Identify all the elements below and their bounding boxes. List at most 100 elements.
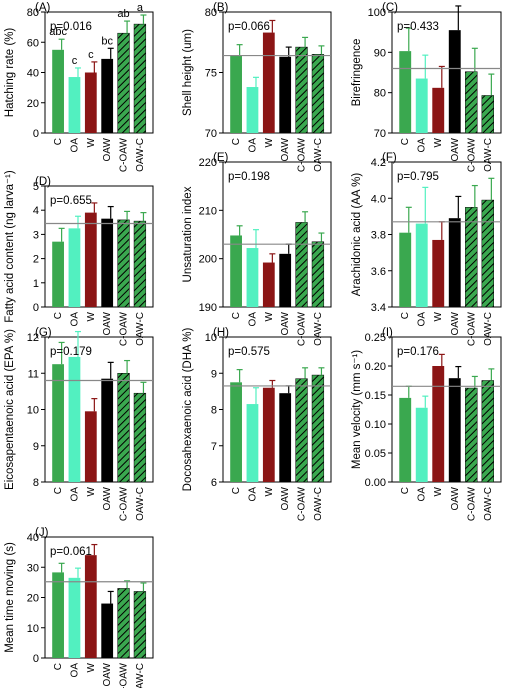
y-tick-label: 5 [33, 181, 39, 193]
x-tick-label: OA [247, 487, 258, 502]
y-tick-label: 80 [27, 7, 39, 19]
y-tick-label: 0.10 [365, 419, 386, 431]
y-tick-label: 70 [205, 128, 217, 140]
p-value-label: p=0.016 [50, 21, 92, 33]
x-tick-label: W [86, 311, 97, 321]
x-tick-label: OAW-C [483, 312, 494, 346]
y-tick-label: 0.05 [365, 448, 386, 460]
y-tick-label: 70 [374, 128, 386, 140]
p-value-label: p=0.198 [228, 171, 270, 183]
y-axis-label: Hatching rate (%) [4, 28, 16, 118]
x-tick-label: C [231, 487, 242, 494]
bar-oaw [101, 378, 114, 482]
y-tick-label: 4.0 [371, 193, 386, 205]
x-tick-label: OA [247, 138, 258, 153]
bar-oa [415, 223, 428, 307]
x-tick-label: OAW [102, 137, 113, 161]
bar-w [262, 32, 275, 133]
panel-i: 0.000.050.100.150.200.25C OA W OAW C-OAW OAW-… [351, 327, 502, 521]
y-tick-label: 100 [368, 7, 386, 19]
bar-oaw-c [133, 591, 147, 659]
y-tick-label: 7 [211, 441, 217, 453]
x-tick-label: OAW [280, 137, 291, 161]
x-tick-label: OAW-C [135, 663, 146, 688]
y-tick-label: 12 [27, 332, 39, 344]
bar-c [230, 382, 242, 482]
p-value-label: p=0.795 [397, 171, 439, 183]
bar-oaw [101, 218, 114, 307]
x-tick-label: C-OAW [119, 137, 130, 172]
bar-w [432, 87, 445, 133]
panel-label: (E) [213, 152, 229, 164]
bar-c-oaw [465, 71, 478, 134]
x-tick-label: OAW [450, 137, 461, 161]
y-tick-label: 0.15 [365, 390, 386, 402]
bar-c-oaw [117, 219, 130, 308]
p-value-label: p=0.066 [228, 21, 270, 33]
y-tick-label: 4.2 [371, 157, 386, 169]
y-axis-label: Mean velocity (mm s⁻¹) [351, 350, 363, 469]
x-tick-label: OA [69, 138, 80, 153]
y-tick-label: 10 [27, 623, 39, 635]
x-tick-label: C [53, 138, 64, 145]
bar-oaw-c [481, 380, 494, 483]
x-tick-label: OAW-C [135, 312, 146, 346]
x-tick-label: W [264, 486, 275, 496]
x-tick-label: OA [69, 663, 80, 678]
bar-oa [68, 228, 81, 307]
y-tick-label: 9 [211, 368, 217, 380]
x-tick-label: OAW [102, 311, 113, 335]
x-tick-label: W [433, 137, 444, 147]
plot-frame [391, 11, 502, 134]
panel-label: (G) [35, 327, 52, 339]
bar-w [432, 239, 445, 307]
y-axis-label: Arachidonic acid (AA %) [351, 173, 363, 297]
x-tick-label: OAW [102, 662, 113, 686]
p-value-label: p=0.655 [50, 195, 92, 207]
bar-oa [415, 407, 428, 482]
bar-oa [246, 87, 259, 133]
bar-oaw [279, 393, 292, 482]
bar-w [262, 262, 275, 307]
y-tick-label: 2 [33, 254, 39, 266]
bar-oa [246, 404, 259, 482]
x-tick-label: W [264, 311, 275, 321]
panel-label: (D) [35, 176, 51, 188]
y-tick-label: 30 [27, 562, 39, 574]
y-tick-label: 220 [199, 157, 217, 169]
bar-c-oaw [465, 207, 478, 308]
panel-label: (B) [213, 2, 229, 14]
x-tick-label: C-OAW [119, 311, 130, 346]
bar-oaw-c [311, 241, 325, 308]
x-tick-label: OA [417, 312, 428, 327]
bar-c-oaw [465, 387, 478, 483]
bar-c-oaw [295, 46, 308, 134]
bar-c-oaw [295, 378, 308, 483]
y-tick-label: 3.6 [371, 266, 386, 278]
bar-oaw-c [133, 220, 147, 308]
bar-w [432, 366, 445, 482]
y-tick-label: 80 [205, 7, 217, 19]
y-axis-label: Docosahexaenoic acid (DHA %) [182, 328, 194, 492]
bar-oaw [448, 218, 461, 307]
bar-oa [246, 248, 259, 307]
x-tick-label: C-OAW [297, 137, 308, 172]
panel-label: (J) [35, 527, 49, 539]
y-tick-label: 1 [33, 278, 39, 290]
panel-f: 3.43.63.84.04.2C OA W OAW C-OAW OAW-Cp=0.795(… [351, 152, 502, 346]
bar-c-oaw [117, 373, 130, 483]
bar-c [52, 241, 64, 307]
bar-oaw [279, 56, 292, 133]
y-tick-label: 80 [374, 88, 386, 100]
plot-frame [44, 185, 154, 308]
p-value-label: p=0.575 [228, 346, 270, 358]
x-tick-label: C-OAW [466, 486, 477, 521]
y-axis-label: Eicosapentaenoic acid (EPA %) [4, 329, 16, 490]
x-tick-label: W [433, 486, 444, 496]
bar-w [84, 212, 97, 307]
y-tick-label: 0.20 [365, 361, 386, 373]
x-tick-label: OAW [450, 311, 461, 335]
significance-letter: c [72, 55, 78, 67]
x-tick-label: OA [417, 487, 428, 502]
